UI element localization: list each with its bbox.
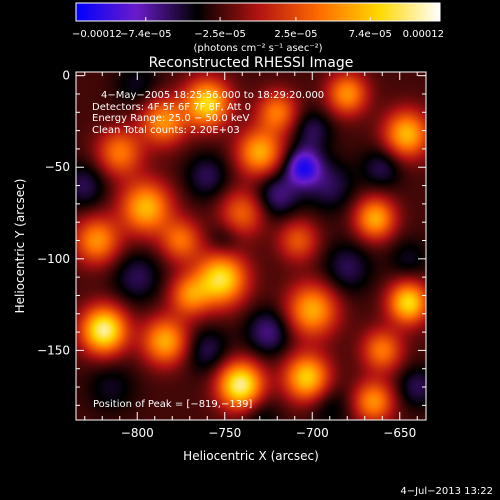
heatmap-image xyxy=(76,72,426,420)
y-axis-label: Heliocentric Y (arcsec) xyxy=(13,179,27,314)
colorbar-tick-label: 0.00012 xyxy=(403,29,444,40)
colorbar-tick-label: 2.5e−05 xyxy=(274,29,317,40)
chart-title: Reconstructed RHESSI Image xyxy=(149,55,354,71)
y-tick-label: −100 xyxy=(37,252,70,266)
colorbar-tick-label: 7.4e−05 xyxy=(349,29,392,40)
colorbar xyxy=(75,2,441,22)
colorbar-tick-label: −0.00012 xyxy=(72,29,122,40)
y-tick-label: −50 xyxy=(45,160,70,174)
x-tick-label: −700 xyxy=(296,426,329,440)
y-tick-label: −150 xyxy=(37,343,70,357)
annotation-detectors: Detectors: 4F 5F 6F 7F 8F, Att 0 xyxy=(92,102,251,113)
x-tick-label: −750 xyxy=(208,426,241,440)
annotation-energy-range: Energy Range: 25.0 − 50.0 keV xyxy=(92,113,249,124)
plot-frame xyxy=(75,71,427,421)
x-tick-label: −800 xyxy=(121,426,154,440)
heatmap-area xyxy=(76,72,426,420)
colorbar-unit-label: (photons cm⁻² s⁻¹ asec⁻²) xyxy=(193,43,322,54)
y-tick-label: 0 xyxy=(62,69,70,83)
annotation-block: 4−May−2005 18:25:56.000 to 18:29:20.000 … xyxy=(92,90,324,136)
colorbar-ticks: −0.00012−7.4e−05 −2.5e−05 2.5e−05 7.4e−05 0.… xyxy=(72,17,444,40)
x-axis-label: Heliocentric X (arcsec) xyxy=(183,449,319,463)
axes: −800 −750 −700 −650 0 −50 −100 −150 xyxy=(37,69,426,440)
annotation-time-range: 4−May−2005 18:25:56.000 to 18:29:20.000 xyxy=(101,90,324,101)
colorbar-tick-label: −2.5e−05 xyxy=(194,29,246,40)
x-tick-label: −650 xyxy=(383,426,416,440)
annotation-clean-counts: Clean Total counts: 2.20E+03 xyxy=(92,125,240,136)
footer-date: 4−Jul−2013 13:22 xyxy=(400,486,493,497)
colorbar-tick-label: −7.4e−05 xyxy=(120,29,172,40)
peak-position-label: Position of Peak = [−819,−139] xyxy=(93,399,252,410)
